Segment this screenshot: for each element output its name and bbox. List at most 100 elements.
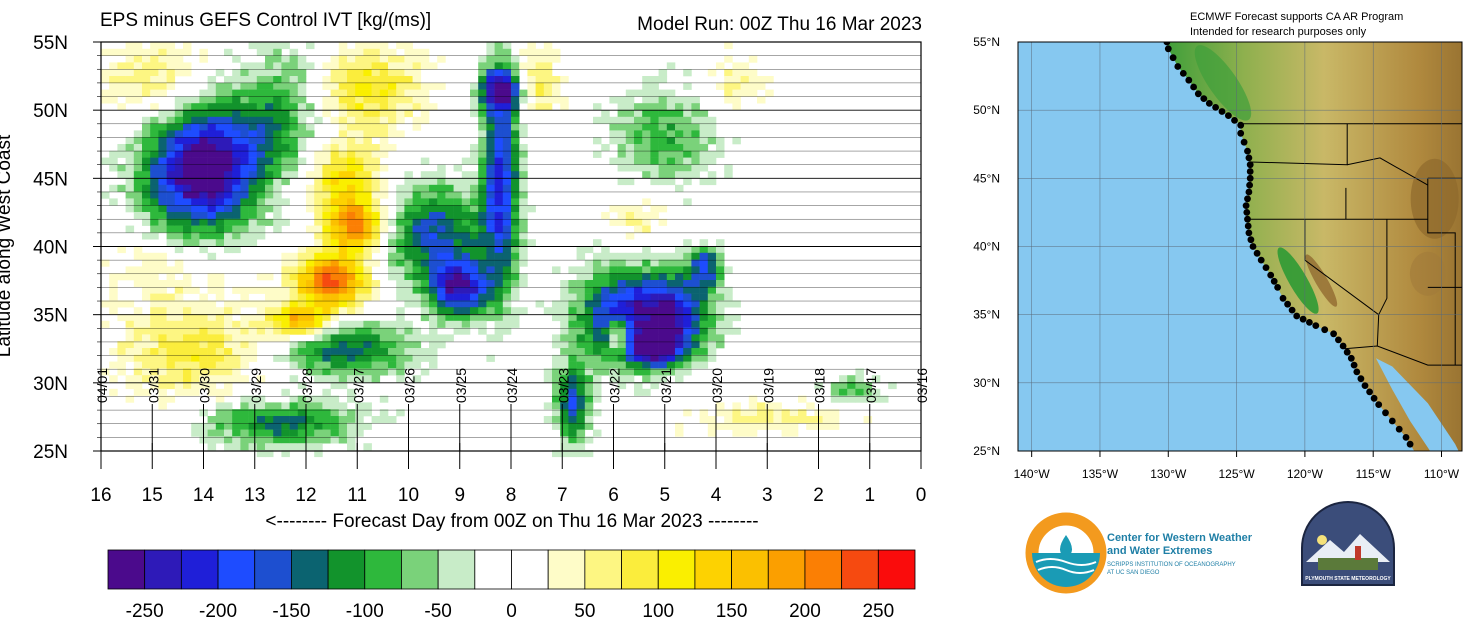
heatmap-cell [142,198,151,206]
heatmap-cell [109,184,118,192]
heatmap-cell [133,157,143,165]
cw3e-name-line3: SCRIPPS INSTITUTION OF OCEANOGRAPHY [1107,562,1236,568]
date-label: 03/21 [658,368,674,403]
heatmap-cell [691,252,700,260]
heatmap-cell [388,96,397,104]
heatmap-cell [453,266,463,274]
heatmap-cell [289,76,299,84]
heatmap-cell [314,422,323,430]
heatmap-cell [306,293,315,301]
heatmap-cell [625,300,635,308]
heatmap-cell [174,354,184,362]
map-lon-label: 125°W [1219,467,1256,481]
heatmap-cell [716,422,725,430]
heatmap-cell [289,252,299,260]
heatmap-cell [289,416,299,424]
heatmap-cell [142,82,151,90]
heatmap-cell [273,110,282,118]
heatmap-cell [437,252,446,260]
heatmap-cell [461,266,471,274]
heatmap-cell [207,327,217,335]
heatmap-cell [625,314,635,322]
heatmap-cell [461,184,471,192]
heatmap-cell [322,361,331,369]
heatmap-cell [748,76,758,84]
heatmap-cell [117,69,126,77]
heatmap-cell [248,218,258,226]
heatmap-cell [691,314,700,322]
coast-point [1382,409,1389,417]
heatmap-cell [429,62,438,70]
heatmap-cell [330,273,340,281]
heatmap-cell [371,144,381,152]
heatmap-cell [666,157,676,165]
heatmap-cell [322,422,331,430]
heatmap-cell [601,334,610,342]
heatmap-cell [363,89,372,97]
heatmap-cell [576,252,586,260]
colorbar-segment [217,549,256,590]
heatmap-cell [330,327,340,335]
heatmap-cell [347,409,356,417]
heatmap-cell [347,103,356,111]
heatmap-cell [470,144,479,152]
heatmap-cell [240,150,249,158]
heatmap-cell [683,368,692,376]
colorbar-segment [364,549,402,590]
heatmap-cell [683,137,692,145]
heatmap-cell [396,286,405,294]
heatmap-cell [699,300,709,308]
heatmap-cell [511,82,520,90]
heatmap-cell [642,123,651,131]
x-tick-label: 12 [295,485,316,506]
heatmap-cell [133,62,143,70]
y-tick-label: 40N [33,238,68,259]
heatmap-cell [289,164,299,172]
heatmap-cell [617,178,627,186]
heatmap-cell [273,69,282,77]
heatmap-cell [543,96,553,104]
utah-highlands [1409,251,1446,296]
heatmap-cell [511,266,520,274]
heatmap-cell [256,184,266,192]
heatmap-cell [232,69,241,77]
heatmap-cell [248,395,258,403]
heatmap-cell [461,225,471,233]
heatmap-cell [511,55,520,63]
heatmap-cell [306,429,315,437]
heatmap-cell [256,212,266,220]
heatmap-cell [133,205,143,213]
heatmap-cell [486,334,495,342]
heatmap-cell [199,164,208,172]
heatmap-cell [158,178,167,186]
heatmap-cell [224,402,233,410]
heatmap-cell [248,334,258,342]
heatmap-cell [256,300,266,308]
heatmap-cell [166,341,176,349]
coast-point [1257,256,1265,264]
heatmap-cell [273,409,282,417]
heatmap-cell [691,123,700,131]
heatmap-cell [224,239,233,247]
heatmap-cell [289,266,299,274]
heatmap-cell [502,307,512,315]
heatmap-cell [396,266,405,274]
heatmap-cell [798,395,807,403]
heatmap-cell [470,320,479,328]
heatmap-cell [486,354,495,362]
heatmap-cell [658,144,668,152]
heatmap-cell [379,327,389,335]
heatmap-cell [355,96,364,104]
heatmap-cell [347,130,356,138]
heatmap-cell [634,212,643,220]
heatmap-cell [314,375,323,383]
heatmap-cell [601,273,610,281]
heatmap-cell [281,123,290,131]
heatmap-cell [658,280,668,288]
heatmap-cell [437,293,446,301]
heatmap-cell [199,212,208,220]
heatmap-cell [519,130,528,138]
cw3e-name-line2: and Water Extremes [1107,545,1212,557]
heatmap-cell [142,76,151,84]
heatmap-cell [158,205,167,213]
